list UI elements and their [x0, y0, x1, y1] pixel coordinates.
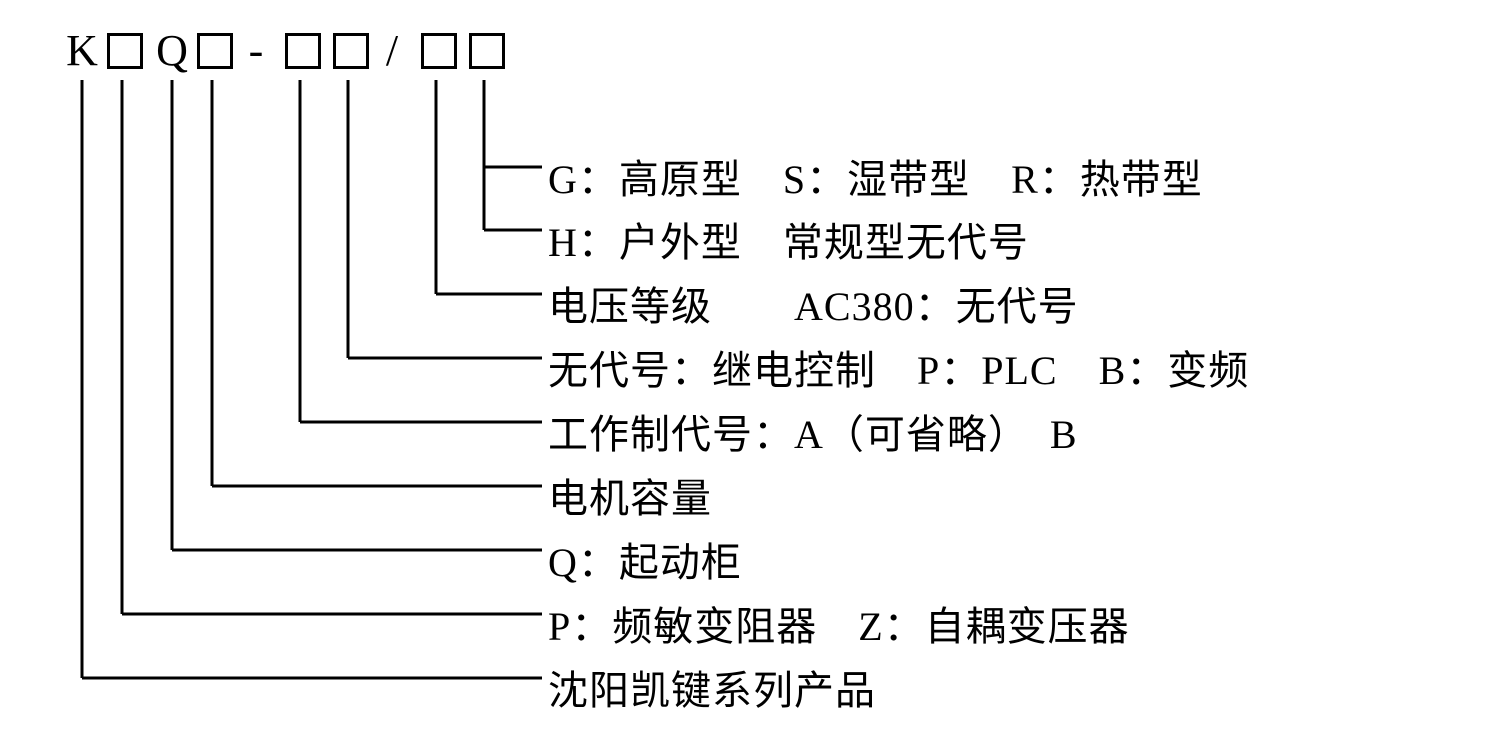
code-placeholder-box: [197, 33, 233, 69]
description-row: Q：起动柜: [548, 530, 742, 588]
code-placeholder-box: [333, 33, 369, 69]
code-placeholder-box: [285, 33, 321, 69]
description-row: 工作制代号：A（可省略） B: [548, 402, 1078, 460]
code-placeholder-box: [107, 33, 143, 69]
description-row: 电压等级 AC380：无代号: [548, 274, 1079, 332]
code-placeholder-box: [421, 33, 457, 69]
description-row: P：频敏变阻器 Z：自耦变压器: [548, 594, 1130, 652]
description-row: G：高原型 S：湿带型 R：热带型: [548, 147, 1203, 205]
description-row: H：户外型 常规型无代号: [548, 210, 1029, 268]
code-placeholder-box: [469, 33, 505, 69]
code-char: -: [238, 25, 274, 76]
code-char: K: [62, 25, 102, 76]
description-row: 无代号：继电控制 P：PLC B：变频: [548, 338, 1249, 396]
code-char: /: [374, 25, 410, 76]
description-row: 电机容量: [548, 466, 712, 524]
description-row: 沈阳凯键系列产品: [548, 658, 876, 716]
code-char: Q: [152, 25, 192, 76]
